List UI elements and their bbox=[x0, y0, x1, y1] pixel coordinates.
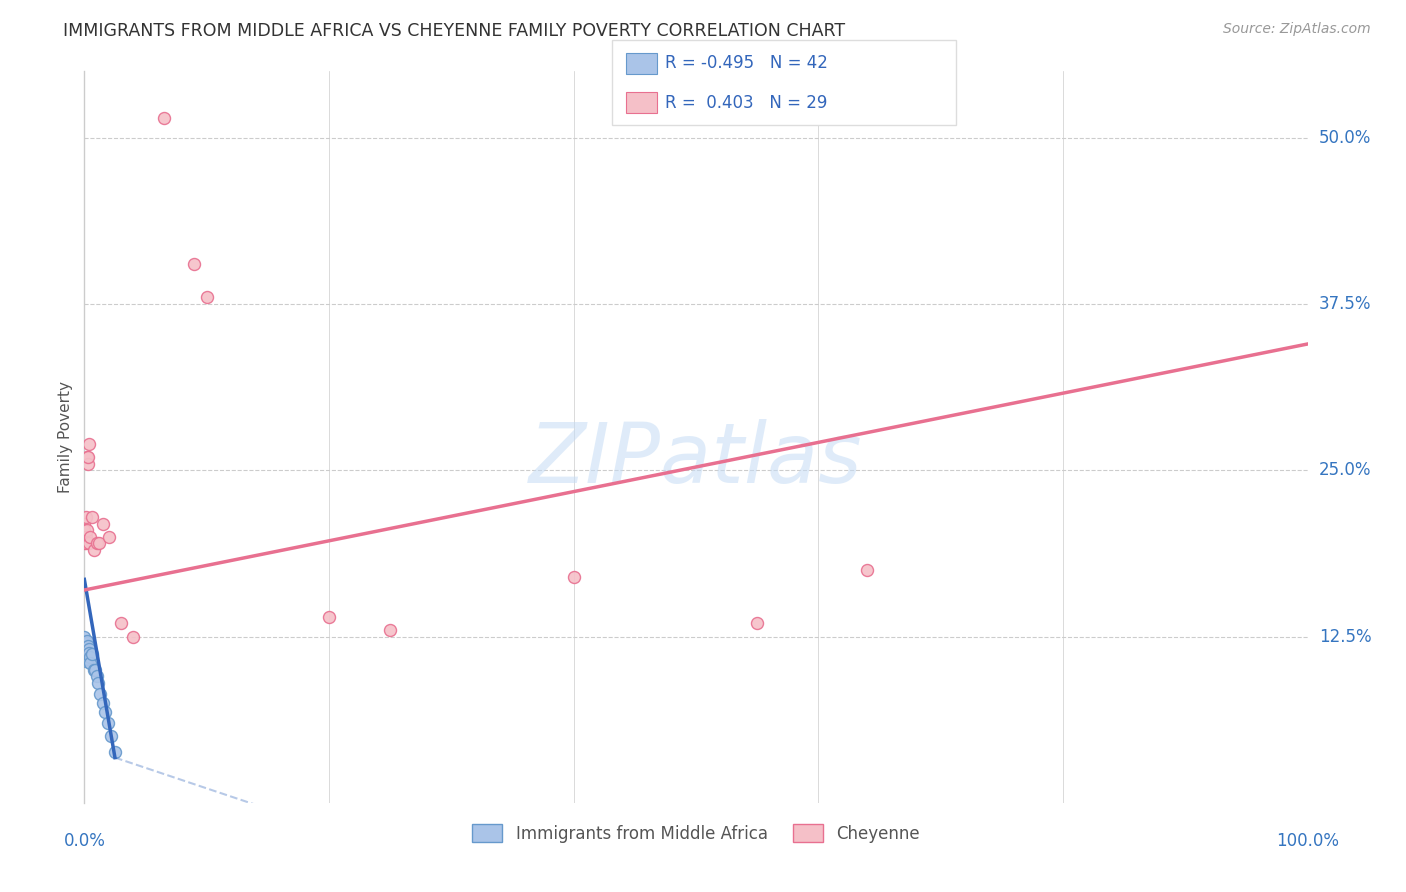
Point bbox=[83, 663, 105, 677]
Point bbox=[97, 716, 120, 731]
Point bbox=[76, 636, 98, 650]
Point bbox=[75, 509, 97, 524]
Point bbox=[76, 646, 98, 660]
Point bbox=[76, 639, 98, 653]
Point bbox=[77, 536, 100, 550]
Text: R =  0.403   N = 29: R = 0.403 N = 29 bbox=[665, 94, 827, 112]
Point bbox=[380, 623, 402, 637]
Point bbox=[75, 536, 97, 550]
Point bbox=[75, 639, 97, 653]
Point bbox=[97, 530, 120, 544]
Text: ZIPatlas: ZIPatlas bbox=[529, 418, 863, 500]
Legend: Immigrants from Middle Africa, Cheyenne: Immigrants from Middle Africa, Cheyenne bbox=[465, 817, 927, 849]
Point bbox=[73, 649, 96, 664]
Text: 100.0%: 100.0% bbox=[1277, 832, 1339, 850]
Point bbox=[84, 663, 107, 677]
Point bbox=[747, 616, 769, 631]
Point bbox=[73, 639, 96, 653]
Point bbox=[856, 563, 879, 577]
Point bbox=[75, 643, 97, 657]
Point bbox=[76, 523, 98, 537]
Point bbox=[87, 676, 110, 690]
Point bbox=[80, 509, 103, 524]
Point bbox=[77, 647, 100, 661]
Point bbox=[79, 656, 101, 670]
Point bbox=[75, 653, 97, 667]
Y-axis label: Family Poverty: Family Poverty bbox=[58, 381, 73, 493]
Text: 12.5%: 12.5% bbox=[1319, 628, 1371, 646]
Point bbox=[86, 669, 108, 683]
Point bbox=[77, 643, 100, 657]
Point bbox=[73, 652, 96, 666]
Point bbox=[76, 633, 98, 648]
Point bbox=[77, 450, 100, 464]
Text: 25.0%: 25.0% bbox=[1319, 461, 1371, 479]
Point bbox=[77, 639, 100, 653]
Text: R = -0.495   N = 42: R = -0.495 N = 42 bbox=[665, 54, 828, 72]
Point bbox=[75, 646, 97, 660]
Point bbox=[110, 616, 132, 631]
Point bbox=[89, 687, 111, 701]
Point bbox=[73, 643, 96, 657]
Point bbox=[79, 530, 101, 544]
Point bbox=[87, 536, 110, 550]
Point bbox=[562, 570, 585, 584]
Text: 37.5%: 37.5% bbox=[1319, 295, 1371, 313]
Point bbox=[76, 649, 98, 664]
Point bbox=[75, 638, 97, 652]
Point bbox=[104, 745, 127, 759]
Point bbox=[77, 457, 100, 471]
Point bbox=[75, 530, 97, 544]
Point bbox=[183, 257, 205, 271]
Point bbox=[86, 536, 108, 550]
Point bbox=[79, 649, 101, 664]
Point bbox=[80, 647, 103, 661]
Point bbox=[122, 630, 145, 644]
Point bbox=[76, 652, 98, 666]
Point bbox=[91, 696, 114, 710]
Text: 0.0%: 0.0% bbox=[63, 832, 105, 850]
Point bbox=[83, 543, 105, 558]
Text: Source: ZipAtlas.com: Source: ZipAtlas.com bbox=[1223, 22, 1371, 37]
Point bbox=[75, 647, 97, 661]
Point bbox=[318, 609, 340, 624]
Point bbox=[76, 641, 98, 656]
Point bbox=[73, 516, 96, 531]
Point bbox=[153, 111, 176, 125]
Point bbox=[91, 516, 114, 531]
Point bbox=[73, 536, 96, 550]
Point bbox=[94, 706, 117, 720]
Point bbox=[75, 643, 97, 657]
Point bbox=[73, 641, 96, 656]
Point bbox=[77, 436, 100, 450]
Point bbox=[77, 652, 100, 666]
Point bbox=[76, 450, 98, 464]
Text: 50.0%: 50.0% bbox=[1319, 128, 1371, 147]
Point bbox=[73, 630, 96, 644]
Point bbox=[75, 636, 97, 650]
Point bbox=[195, 290, 218, 304]
Point bbox=[100, 729, 122, 743]
Point bbox=[77, 646, 100, 660]
Text: IMMIGRANTS FROM MIDDLE AFRICA VS CHEYENNE FAMILY POVERTY CORRELATION CHART: IMMIGRANTS FROM MIDDLE AFRICA VS CHEYENN… bbox=[63, 22, 845, 40]
Point bbox=[77, 641, 100, 656]
Point bbox=[73, 633, 96, 648]
Point bbox=[73, 523, 96, 537]
Point bbox=[73, 636, 96, 650]
